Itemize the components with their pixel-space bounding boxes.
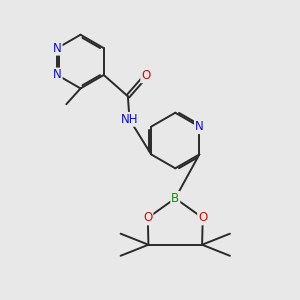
Text: N: N: [53, 68, 62, 82]
Text: N: N: [53, 42, 62, 55]
Text: N: N: [195, 120, 204, 133]
Text: NH: NH: [121, 113, 138, 126]
Text: B: B: [171, 192, 179, 205]
Text: O: O: [141, 69, 151, 82]
Text: O: O: [143, 212, 152, 224]
Text: O: O: [198, 212, 207, 224]
